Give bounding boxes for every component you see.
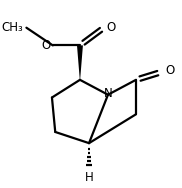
- Text: N: N: [104, 87, 113, 100]
- Text: CH₃: CH₃: [2, 21, 23, 34]
- Text: H: H: [85, 171, 93, 184]
- Polygon shape: [77, 45, 83, 80]
- Text: O: O: [166, 64, 175, 77]
- Text: O: O: [106, 21, 116, 34]
- Text: O: O: [41, 39, 50, 52]
